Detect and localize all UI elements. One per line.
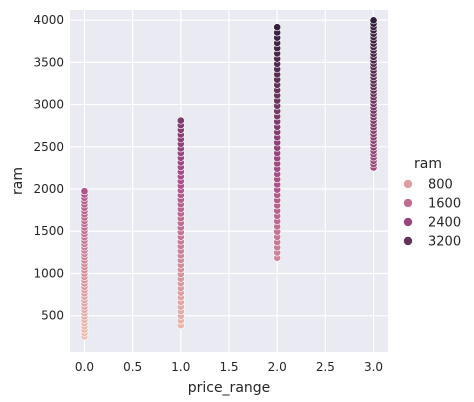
legend-title: ram [414, 156, 442, 172]
data-points [80, 16, 378, 341]
y-tick-label: 2000 [33, 182, 64, 196]
x-axis-ticks: 0.0 0.5 1.0 1.5 2.0 2.5 3.0 [75, 360, 383, 374]
data-point [176, 116, 185, 125]
data-point [369, 16, 378, 25]
legend-label: 2400 [428, 216, 461, 231]
y-axis-label: ram [10, 167, 26, 195]
y-tick-label: 4000 [33, 13, 64, 27]
legend-marker [403, 236, 413, 246]
data-point [80, 187, 89, 196]
y-tick-label: 3000 [33, 98, 64, 112]
y-tick-label: 2500 [33, 140, 64, 154]
x-tick-label: 0.5 [123, 360, 142, 374]
legend-marker [403, 217, 413, 227]
grid-lines [70, 10, 388, 352]
legend-marker [403, 198, 413, 208]
x-tick-label: 2.5 [316, 360, 335, 374]
y-axis-ticks: 500 1000 1500 2000 2500 3000 3500 4000 [33, 13, 64, 323]
y-tick-label: 1000 [33, 266, 64, 280]
y-tick-label: 500 [41, 309, 64, 323]
legend-label: 800 [428, 178, 453, 193]
x-tick-label: 3.0 [364, 360, 383, 374]
x-tick-label: 1.0 [171, 360, 190, 374]
y-tick-label: 3500 [33, 55, 64, 69]
data-point [273, 23, 282, 32]
x-axis-label: price_range [188, 380, 271, 396]
legend-label: 3200 [428, 235, 461, 250]
x-tick-label: 2.0 [268, 360, 287, 374]
legend-label: 1600 [428, 197, 461, 212]
legend-marker [403, 179, 413, 189]
y-tick-label: 1500 [33, 224, 64, 238]
x-tick-label: 1.5 [219, 360, 238, 374]
x-tick-label: 0.0 [75, 360, 94, 374]
legend: ram 800 1600 2400 3200 [403, 156, 461, 250]
